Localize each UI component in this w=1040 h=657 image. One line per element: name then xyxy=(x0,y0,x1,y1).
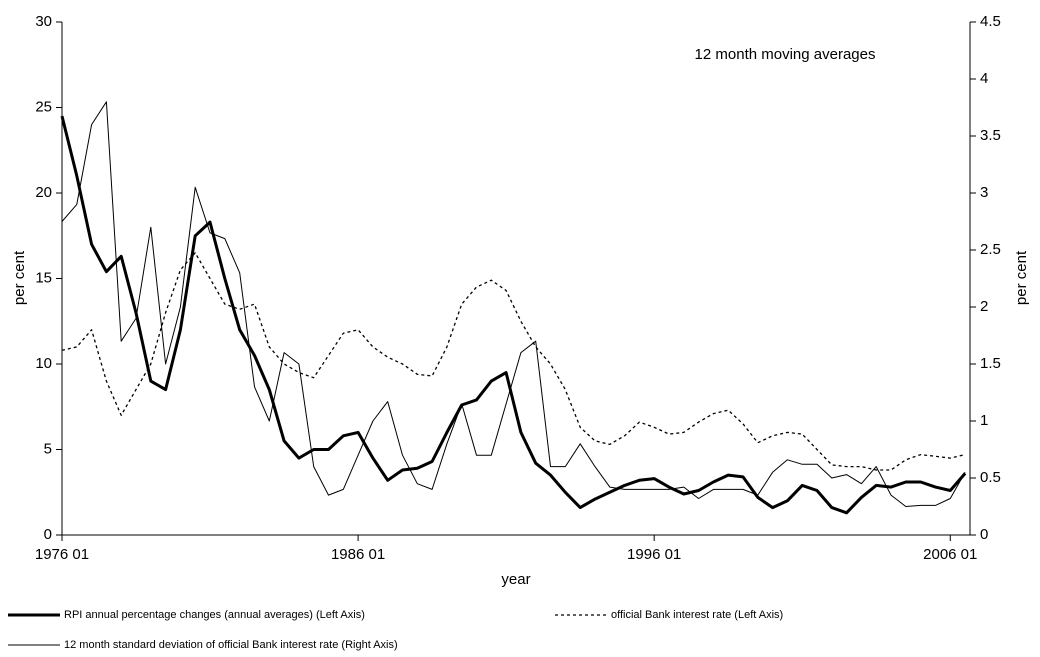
y2-tick-label: 0.5 xyxy=(980,469,1001,486)
y2-tick-label: 2.5 xyxy=(980,241,1001,258)
y2-tick-label: 4.5 xyxy=(980,13,1001,30)
series-line xyxy=(60,115,967,515)
y2-tick-label: 3.5 xyxy=(980,127,1001,144)
y-tick-label: 10 xyxy=(35,355,52,372)
x-tick-label: 1986 01 xyxy=(331,546,385,563)
legend-label: RPI annual percentage changes (annual av… xyxy=(64,609,365,621)
x-tick-label: 1996 01 xyxy=(627,546,681,563)
y-axis-label: per cent xyxy=(11,250,28,305)
y2-tick-label: 3 xyxy=(980,184,988,201)
annotation: 12 month moving averages xyxy=(695,46,876,63)
y-tick-label: 20 xyxy=(35,184,52,201)
x-tick-label: 1976 01 xyxy=(35,546,89,563)
y-tick-label: 5 xyxy=(44,440,52,457)
x-axis-label: year xyxy=(501,571,530,588)
y2-tick-label: 1 xyxy=(980,412,988,429)
legend-label: 12 month standard deviation of official … xyxy=(64,639,398,651)
y-tick-label: 25 xyxy=(35,98,52,115)
x-tick-label: 2006 01 xyxy=(923,546,977,563)
y2-tick-label: 1.5 xyxy=(980,355,1001,372)
y2-axis-label: per cent xyxy=(1013,250,1030,305)
y2-tick-label: 4 xyxy=(980,70,988,87)
y-tick-label: 0 xyxy=(44,526,52,543)
y2-tick-label: 2 xyxy=(980,298,988,315)
y2-tick-label: 0 xyxy=(980,526,988,543)
y-tick-label: 15 xyxy=(35,269,52,286)
y-tick-label: 30 xyxy=(35,13,52,30)
legend-label: official Bank interest rate (Left Axis) xyxy=(611,609,783,621)
series-line xyxy=(61,252,966,471)
series-line xyxy=(61,101,966,507)
